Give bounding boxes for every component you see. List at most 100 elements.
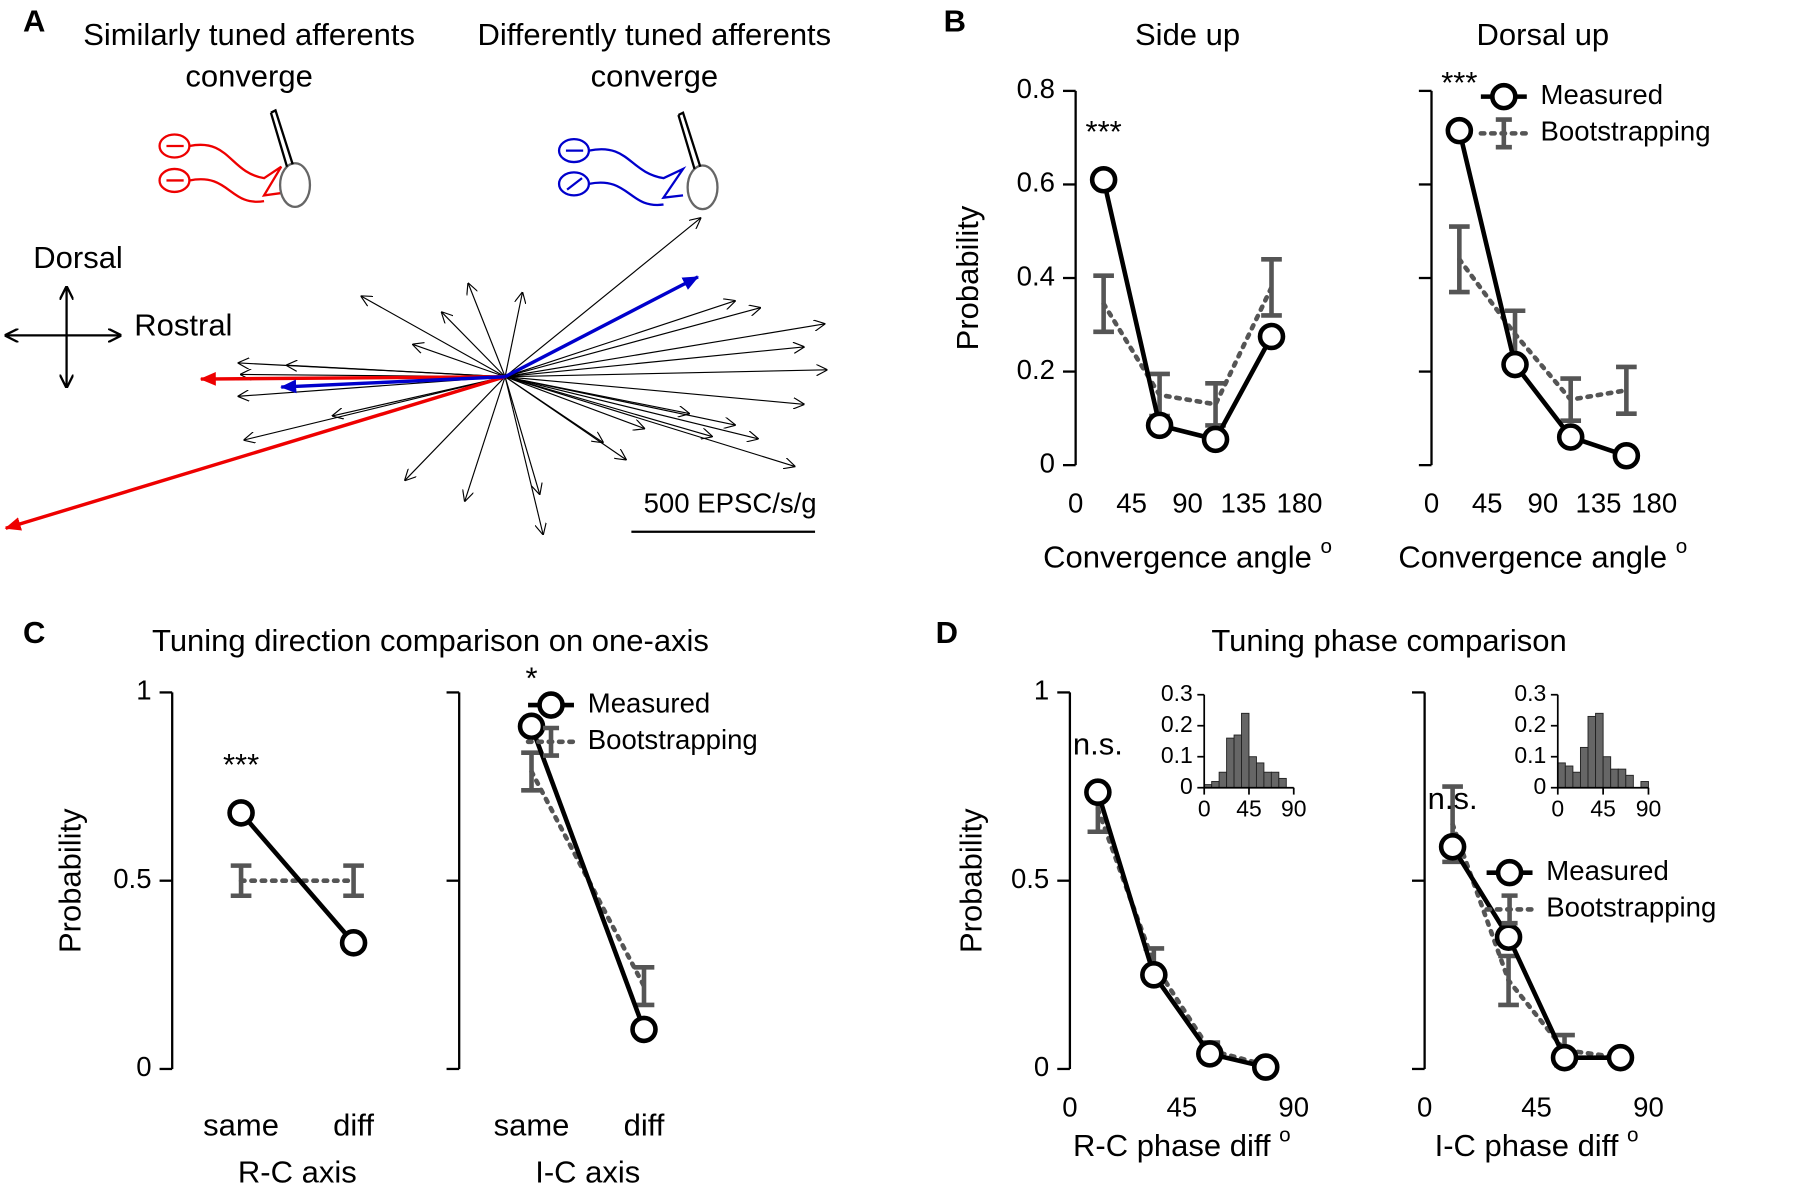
x-tick-label: 45 bbox=[1472, 488, 1503, 519]
measured-point bbox=[517, 712, 546, 741]
measured-point bbox=[1140, 961, 1168, 989]
x-axis-label: R-C axis bbox=[238, 1155, 357, 1190]
panel-a-title: converge bbox=[591, 58, 718, 93]
significance: *** bbox=[1086, 114, 1122, 149]
histogram-bar bbox=[1226, 737, 1235, 789]
histogram-bar bbox=[1602, 756, 1612, 789]
measured-point bbox=[1550, 1043, 1579, 1072]
inset-y-tick-label: 0.2 bbox=[1161, 711, 1193, 737]
significance: n.s. bbox=[1073, 726, 1123, 761]
bootstrap-line bbox=[1457, 257, 1629, 403]
histogram-bar bbox=[1595, 712, 1604, 789]
measured-point bbox=[1145, 411, 1174, 440]
x-axis-label-superscript: o bbox=[1279, 1124, 1291, 1147]
x-tick-label: same bbox=[203, 1108, 279, 1143]
measured-point bbox=[1606, 1043, 1635, 1072]
panel-a-title: Differently tuned afferents bbox=[477, 17, 831, 52]
inset-x-tick-label: 90 bbox=[1636, 796, 1662, 822]
x-axis-label: R-C phase diff o bbox=[1073, 1124, 1291, 1163]
histogram-bar bbox=[1255, 762, 1265, 789]
orientation-cross bbox=[6, 287, 121, 387]
measured-point bbox=[227, 799, 255, 827]
bootstrap-line bbox=[1101, 285, 1274, 407]
legend-label: Measured bbox=[1541, 79, 1663, 110]
legend-label: Bootstrapping bbox=[1541, 116, 1711, 147]
measured-line bbox=[1101, 179, 1274, 443]
x-tick-label: 45 bbox=[1116, 488, 1147, 519]
panel-label: B bbox=[944, 3, 966, 38]
panel-label: C bbox=[23, 615, 45, 650]
x-tick-label: 0 bbox=[1068, 488, 1083, 519]
neuron-icon bbox=[158, 108, 719, 211]
x-axis-label: Convergence angle o bbox=[1398, 535, 1687, 574]
bootstrap-line bbox=[1450, 821, 1623, 1060]
measured-point bbox=[1196, 1040, 1224, 1068]
x-axis-label-superscript: o bbox=[1627, 1124, 1639, 1147]
x-axis-label-text: R-C axis bbox=[238, 1155, 357, 1190]
significance: * bbox=[525, 661, 537, 696]
x-axis-label: I-C axis bbox=[535, 1155, 640, 1190]
histogram-bar bbox=[1572, 771, 1581, 789]
panel-a-title: converge bbox=[185, 58, 312, 93]
y-tick-label: 0 bbox=[1040, 447, 1055, 478]
inset-y-tick-label: 0 bbox=[1180, 773, 1193, 799]
inset-y-tick-label: 0.1 bbox=[1161, 742, 1193, 768]
y-axis-label: Probability bbox=[954, 808, 989, 953]
chart-title: Dorsal up bbox=[1477, 17, 1610, 52]
y-tick-label: 1 bbox=[136, 675, 151, 706]
legend-marker bbox=[1490, 82, 1518, 111]
x-tick-label: 180 bbox=[1277, 488, 1323, 519]
error-bar bbox=[343, 863, 364, 899]
x-axis-label-superscript: o bbox=[1676, 535, 1688, 558]
inset-x-tick-label: 45 bbox=[1236, 796, 1262, 822]
legend-marker bbox=[1495, 117, 1512, 150]
inset-x-tick-label: 90 bbox=[1281, 796, 1307, 822]
direction-label: Dorsal bbox=[33, 240, 123, 275]
error-bar bbox=[230, 863, 252, 899]
x-axis-label-text: R-C phase diff bbox=[1073, 1128, 1279, 1163]
x-tick-label: 180 bbox=[1631, 488, 1677, 519]
error-bar bbox=[521, 750, 542, 793]
x-tick-label: 135 bbox=[1221, 488, 1267, 519]
histogram-bar bbox=[1211, 781, 1220, 789]
measured-point bbox=[1257, 322, 1286, 351]
measured-point bbox=[1501, 350, 1529, 379]
y-tick-label: 0 bbox=[136, 1051, 151, 1082]
significance: *** bbox=[1441, 65, 1477, 100]
x-tick-label: diff bbox=[333, 1108, 374, 1143]
measured-point bbox=[1438, 833, 1467, 861]
x-tick-label: 0 bbox=[1424, 488, 1439, 519]
measured-line bbox=[1450, 845, 1621, 1060]
y-tick-label: 0 bbox=[1034, 1051, 1049, 1082]
y-tick-label: 1 bbox=[1034, 675, 1049, 706]
measured-line bbox=[1095, 791, 1267, 1070]
x-tick-label: 45 bbox=[1521, 1091, 1552, 1122]
error-bar bbox=[1093, 273, 1114, 335]
x-tick-label: same bbox=[494, 1108, 570, 1143]
inset-x-tick-label: 0 bbox=[1198, 796, 1211, 822]
significance: *** bbox=[223, 747, 259, 782]
y-tick-label: 0.2 bbox=[1017, 354, 1055, 385]
histogram-bar bbox=[1557, 762, 1566, 789]
measured-point bbox=[1084, 778, 1112, 806]
panel-title: Tuning phase comparison bbox=[1211, 623, 1566, 658]
x-axis-label-text: I-C axis bbox=[535, 1155, 640, 1190]
x-tick-label: 90 bbox=[1278, 1091, 1309, 1122]
error-bar bbox=[1616, 364, 1637, 416]
inset-y-tick-label: 0.1 bbox=[1514, 742, 1546, 768]
panel-label: D bbox=[936, 615, 958, 650]
measured-line bbox=[239, 811, 356, 945]
y-tick-label: 0.5 bbox=[113, 863, 151, 894]
measured-point bbox=[339, 929, 368, 957]
panel-a-title: Similarly tuned afferents bbox=[83, 17, 415, 52]
measured-point bbox=[630, 1015, 658, 1044]
x-tick-label: diff bbox=[624, 1108, 665, 1143]
measured-point bbox=[1445, 116, 1474, 145]
histogram-bar bbox=[1233, 734, 1242, 789]
inset-y-tick-label: 0.3 bbox=[1161, 680, 1193, 706]
chart-title: Side up bbox=[1135, 17, 1240, 52]
vector-field bbox=[239, 218, 827, 534]
y-axis-label: Probability bbox=[950, 205, 985, 350]
measured-line bbox=[529, 725, 647, 1031]
legend-marker bbox=[537, 691, 565, 719]
